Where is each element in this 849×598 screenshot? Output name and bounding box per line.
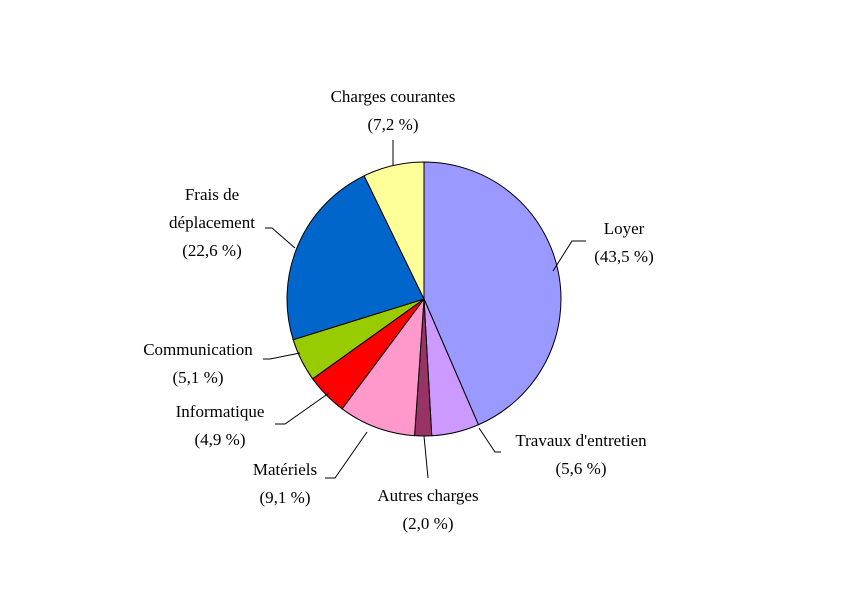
pie-slice-frais-de-deplacement bbox=[286, 175, 425, 341]
slice-name-frais-de-deplacement-1: Frais de bbox=[185, 185, 239, 204]
slice-percent-loyer: (43,5 %) bbox=[594, 247, 653, 266]
pie-slices bbox=[286, 161, 562, 437]
leader-line-loyer bbox=[552, 240, 586, 272]
slice-percent-communication: (5,1 %) bbox=[173, 368, 224, 387]
slice-percent-materiels: (9,1 %) bbox=[260, 488, 311, 507]
slice-name-travaux-d-entretien: Travaux d'entretien bbox=[515, 431, 647, 450]
slice-name-frais-de-deplacement-2: déplacement bbox=[169, 213, 255, 232]
slice-name-informatique: Informatique bbox=[176, 402, 265, 421]
slice-labels: Loyer (43,5 %) Travaux d'entretien (5,6 %) A… bbox=[143, 87, 654, 533]
leader-line-autres-charges bbox=[423, 435, 429, 479]
slice-name-charges-courantes: Charges courantes bbox=[331, 87, 456, 106]
slice-percent-informatique: (4,9 %) bbox=[195, 430, 246, 449]
leader-line-communication bbox=[263, 352, 301, 360]
leader-line-materiels bbox=[325, 431, 368, 479]
slice-name-communication: Communication bbox=[143, 340, 253, 359]
slice-percent-travaux-d-entretien: (5,6 %) bbox=[556, 459, 607, 478]
slice-percent-autres-charges: (2,0 %) bbox=[403, 514, 454, 533]
leader-line-informatique bbox=[275, 392, 330, 425]
slice-name-materiels: Matériels bbox=[253, 460, 317, 479]
leader-line-travaux-d-entretien bbox=[478, 427, 501, 453]
pie-slice-charges-courantes bbox=[363, 161, 425, 300]
leader-lines bbox=[263, 140, 586, 479]
slice-name-loyer: Loyer bbox=[604, 219, 645, 238]
leader-line-frais-de-deplacement bbox=[265, 227, 296, 249]
slice-percent-charges-courantes: (7,2 %) bbox=[368, 115, 419, 134]
pie-slice-loyer bbox=[423, 161, 562, 426]
slice-percent-frais-de-deplacement: (22,6 %) bbox=[182, 241, 241, 260]
pie-slice-materiels bbox=[341, 297, 425, 437]
slice-name-autres-charges: Autres charges bbox=[377, 486, 478, 505]
